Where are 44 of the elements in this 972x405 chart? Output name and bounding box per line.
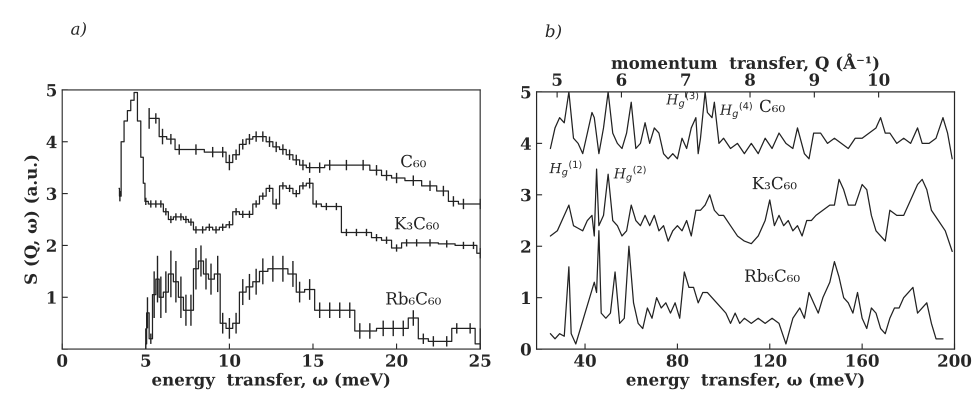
y-tick-label: 2 bbox=[521, 240, 530, 253]
y-tick-label: 3 bbox=[46, 188, 56, 200]
annotation: H$_{g}$$^{(1)}$ bbox=[549, 160, 582, 178]
series-label: C₆₀ bbox=[760, 100, 785, 112]
x-tick-label: 0 bbox=[57, 354, 68, 367]
x2-tick-label: 8 bbox=[745, 73, 755, 86]
series-label: Rb₆C₆₀ bbox=[744, 269, 800, 282]
x-tick-label: 5 bbox=[141, 354, 150, 367]
series-label: Rb₆C₆₀ bbox=[386, 292, 441, 305]
x-tick-label: 80 bbox=[666, 354, 688, 367]
y-tick-label: 1 bbox=[522, 292, 530, 304]
x-axis-title: energy transfer, ω (meV) bbox=[152, 372, 390, 390]
y-tick-label: 4 bbox=[46, 136, 57, 148]
x2-tick-label: 10 bbox=[869, 73, 890, 86]
x-axis-title: energy transfer, ω (meV) bbox=[626, 372, 864, 390]
x2-tick-label: 7 bbox=[681, 74, 690, 86]
x-tick-label: 15 bbox=[303, 354, 324, 367]
y-tick-label: 5 bbox=[47, 84, 56, 96]
annotation: H$_{g}$$^{(2)}$ bbox=[614, 166, 646, 183]
y-axis-title: S (Q, ω) (a.u.) bbox=[24, 156, 40, 284]
chart-title: a) bbox=[71, 22, 86, 38]
line-series bbox=[550, 230, 944, 345]
y-tick-label: 1 bbox=[48, 291, 56, 304]
y-tick-label: 4 bbox=[520, 137, 531, 150]
x-tick-label: 160 bbox=[846, 354, 879, 367]
x2-tick-label: 6 bbox=[616, 73, 626, 86]
series-label: K₃C₆₀ bbox=[752, 176, 797, 190]
x-tick-label: 10 bbox=[220, 354, 240, 367]
x2-axis-title: momentum transfer, Q (Å⁻¹) bbox=[612, 53, 878, 72]
annotation: H$_{g}$$^{(4)}$ bbox=[720, 102, 752, 120]
x2-tick-label: 5 bbox=[552, 74, 562, 86]
y-tick-label: 0 bbox=[520, 343, 531, 356]
x2-tick-label: 9 bbox=[809, 73, 820, 86]
x-tick-label: 40 bbox=[574, 354, 596, 367]
y-tick-label: 3 bbox=[521, 188, 531, 202]
y-tick-label: 5 bbox=[521, 86, 530, 99]
x-tick-label: 120 bbox=[754, 354, 786, 367]
series-label: C₆₀ bbox=[401, 154, 426, 168]
chart-title: b) bbox=[546, 24, 562, 40]
y-tick-label: 2 bbox=[46, 239, 56, 252]
x-tick-label: 20 bbox=[386, 354, 408, 367]
series-label: K₃C₆₀ bbox=[394, 216, 439, 230]
x-tick-label: 200 bbox=[938, 354, 972, 367]
x-tick-label: 25 bbox=[470, 354, 491, 367]
